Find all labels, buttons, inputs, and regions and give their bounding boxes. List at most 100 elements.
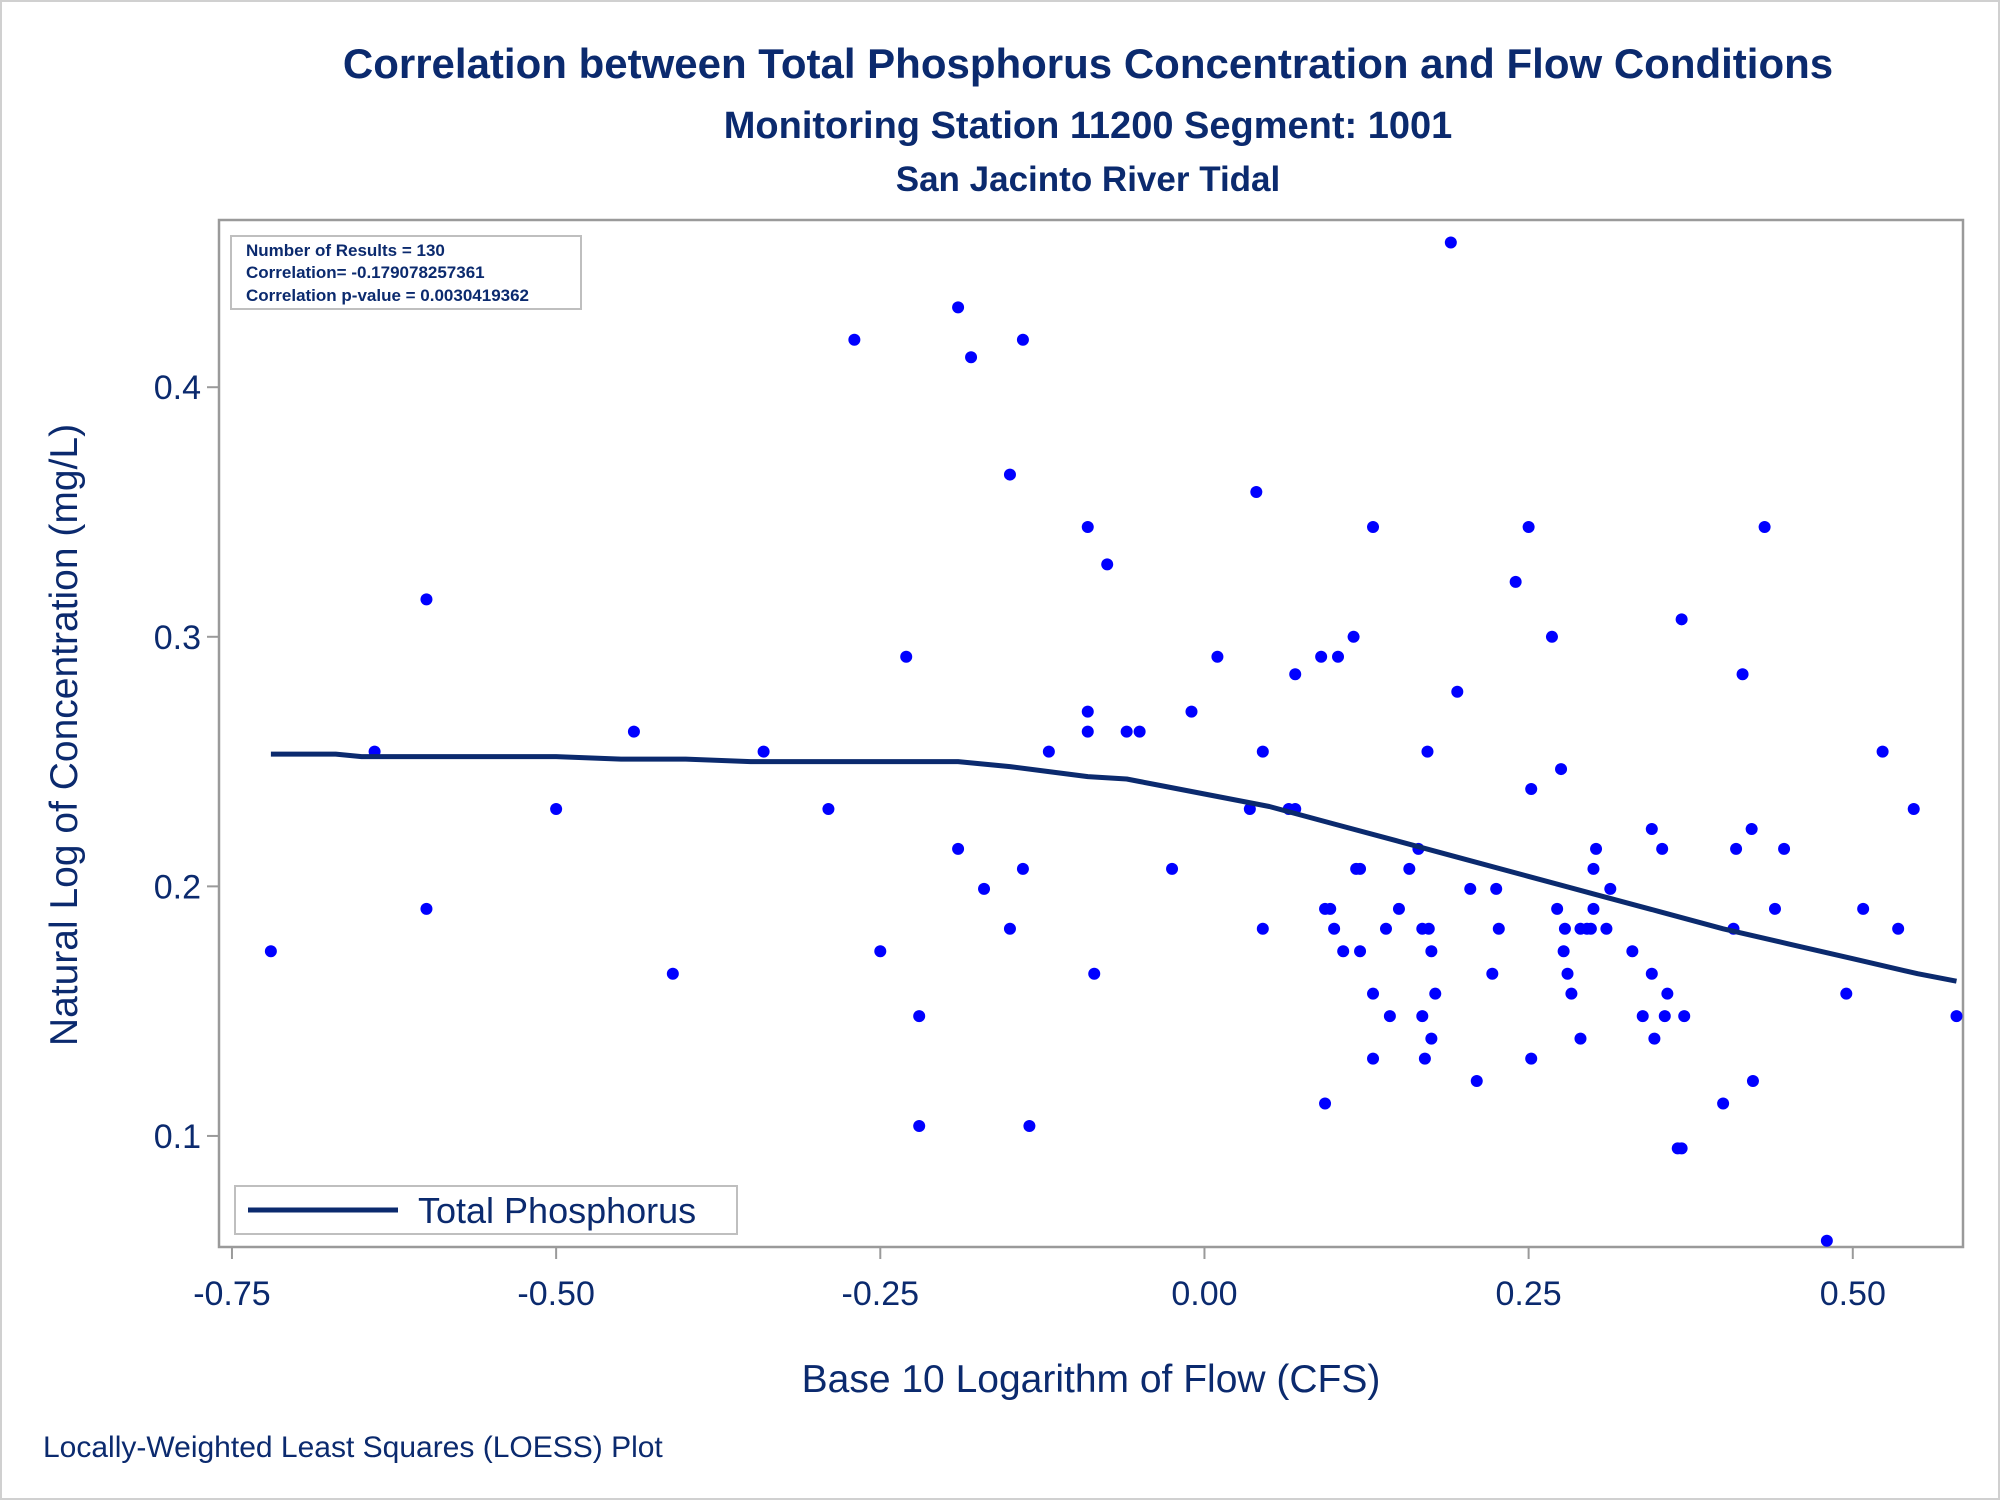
data-point	[1422, 922, 1435, 935]
data-point	[1328, 922, 1341, 935]
x-tick-label: -0.25	[842, 1275, 920, 1313]
data-point	[1758, 520, 1771, 533]
data-point	[1587, 862, 1600, 875]
data-point	[1490, 882, 1503, 895]
data-point	[757, 745, 770, 758]
data-point	[1636, 1010, 1649, 1023]
chart-subtitle-2: San Jacinto River Tidal	[896, 160, 1281, 199]
legend-label: Total Phosphorus	[418, 1190, 696, 1231]
data-point	[1626, 945, 1639, 958]
y-tick-label: 0.3	[154, 619, 201, 657]
data-point	[1892, 922, 1905, 935]
data-point	[1717, 1097, 1730, 1110]
y-tick-label: 0.4	[154, 369, 201, 407]
legend: Total Phosphorus	[234, 1185, 738, 1235]
data-point	[1551, 902, 1564, 915]
x-tick-label: -0.50	[517, 1275, 595, 1313]
data-point	[1736, 668, 1749, 681]
data-point	[1907, 802, 1920, 815]
data-point	[1418, 1052, 1431, 1065]
plot-area	[217, 218, 1965, 1249]
data-point	[550, 802, 563, 815]
data-point	[1525, 783, 1538, 796]
data-point	[1876, 745, 1889, 758]
data-point	[1558, 922, 1571, 935]
data-point	[1486, 967, 1499, 980]
data-point	[1416, 1010, 1429, 1023]
data-point	[1185, 705, 1198, 718]
data-point	[1081, 705, 1094, 718]
data-point	[1444, 236, 1457, 249]
data-point	[1555, 763, 1568, 776]
data-point	[1840, 987, 1853, 1000]
data-point	[1950, 1010, 1963, 1023]
data-point	[1016, 333, 1029, 346]
stats-count: Number of Results = 130	[246, 241, 445, 260]
x-axis-label: Base 10 Logarithm of Flow (CFS)	[802, 1358, 1381, 1401]
data-point	[1166, 862, 1179, 875]
data-point	[420, 593, 433, 606]
footnote: Locally-Weighted Least Squares (LOESS) P…	[43, 1431, 663, 1464]
data-point	[1425, 945, 1438, 958]
data-point	[1429, 987, 1442, 1000]
data-point	[1256, 745, 1269, 758]
data-point	[952, 301, 965, 314]
data-point	[1645, 967, 1658, 980]
scatter-points	[264, 236, 1963, 1247]
data-point	[1778, 842, 1791, 855]
data-point	[900, 650, 913, 663]
data-point	[1509, 575, 1522, 588]
data-point	[1347, 630, 1360, 643]
x-axis: -0.75 -0.50 -0.25 0.00 0.25 0.50	[193, 1247, 1886, 1313]
data-point	[1042, 745, 1055, 758]
data-point	[1367, 520, 1380, 533]
stats-p-value: Correlation p-value = 0.0030419362	[246, 286, 529, 305]
data-point	[1656, 842, 1669, 855]
data-point	[952, 842, 965, 855]
data-point	[1211, 650, 1224, 663]
data-point	[965, 351, 978, 364]
data-point	[1120, 725, 1133, 738]
data-point	[1003, 922, 1016, 935]
data-point	[913, 1119, 926, 1132]
data-point	[1101, 558, 1114, 571]
data-point	[1133, 725, 1146, 738]
data-point	[913, 1010, 926, 1023]
data-point	[1337, 945, 1350, 958]
data-point	[1003, 468, 1016, 481]
data-point	[1403, 862, 1416, 875]
data-point	[1354, 945, 1367, 958]
data-point	[1451, 685, 1464, 698]
data-point	[1557, 945, 1570, 958]
data-point	[1289, 668, 1302, 681]
data-point	[1820, 1234, 1833, 1247]
stats-correlation: Correlation= -0.179078257361	[246, 263, 485, 282]
data-point	[1522, 520, 1535, 533]
data-point	[1675, 1142, 1688, 1155]
data-point	[1600, 922, 1613, 935]
data-point	[1745, 822, 1758, 835]
data-point	[1081, 520, 1094, 533]
data-point	[1081, 725, 1094, 738]
data-point	[1243, 802, 1256, 815]
data-point	[627, 725, 640, 738]
data-point	[1857, 902, 1870, 915]
y-axis-label: Natural Log of Concentration (mg/L)	[43, 424, 86, 1046]
data-point	[1324, 902, 1337, 915]
data-point	[1354, 862, 1367, 875]
data-point	[1590, 842, 1603, 855]
chart-subtitle: Monitoring Station 11200 Segment: 1001	[724, 105, 1453, 147]
data-point	[420, 902, 433, 915]
data-point	[1250, 486, 1263, 499]
data-point	[1492, 922, 1505, 935]
data-point	[874, 945, 887, 958]
x-tick-label: 0.50	[1820, 1275, 1886, 1313]
data-point	[1584, 922, 1597, 935]
data-point	[1256, 922, 1269, 935]
data-point	[666, 967, 679, 980]
data-point	[1016, 862, 1029, 875]
data-point	[1565, 987, 1578, 1000]
loess-line	[270, 751, 1957, 984]
data-point	[1023, 1119, 1036, 1132]
